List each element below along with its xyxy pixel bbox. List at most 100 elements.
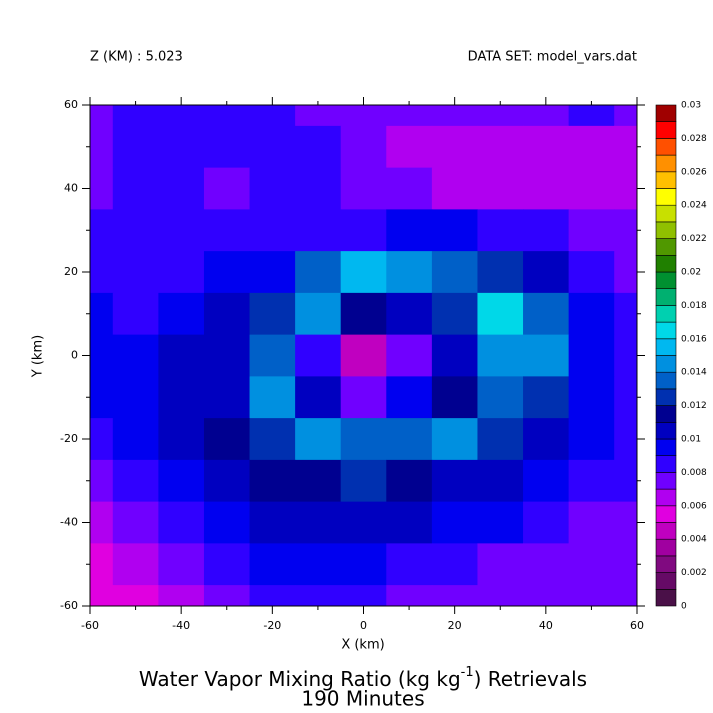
- colorbar-swatch: [655, 321, 677, 340]
- field-cell: [431, 585, 478, 607]
- field-cell: [249, 167, 296, 210]
- field-cell: [431, 334, 478, 377]
- field-cell: [295, 292, 342, 336]
- field-cell: [295, 418, 342, 461]
- colorbar-tick-label: 0.01: [681, 435, 701, 445]
- field-cell: [249, 418, 296, 461]
- field-cell: [249, 251, 296, 294]
- field-cell: [203, 543, 251, 586]
- x-tick-label: 20: [448, 619, 462, 632]
- field-cell: [614, 125, 638, 169]
- field-cell: [386, 209, 433, 252]
- field-cell: [112, 292, 159, 336]
- field-cell: [112, 543, 159, 586]
- colorbar-tick-label: 0.008: [681, 468, 707, 478]
- field-cell: [523, 292, 570, 336]
- field-cell: [431, 501, 478, 544]
- field-cell: [295, 251, 342, 294]
- field-cell: [477, 167, 524, 210]
- field-cell: [386, 418, 433, 461]
- field-cell: [568, 292, 615, 336]
- field-cell: [523, 167, 570, 210]
- colorbar-swatch: [655, 121, 677, 139]
- field-cell: [431, 251, 478, 294]
- colorbar-swatch: [655, 104, 677, 123]
- field-cell: [203, 501, 251, 544]
- x-tick-label: 60: [630, 619, 644, 632]
- field-cell: [249, 585, 296, 607]
- colorbar-tick-label: 0.004: [681, 535, 707, 545]
- y-tick-label: 60: [64, 98, 78, 111]
- field-cell: [249, 292, 296, 336]
- x-tick-label: -20: [263, 619, 281, 632]
- y-tick-label: 0: [71, 349, 78, 362]
- colorbar-swatch: [655, 371, 677, 390]
- axes: -60 -40 -20 0 20 40 60 -60 -40 -20 0 20 40 60: [60, 97, 645, 632]
- field-cell: [158, 251, 205, 294]
- field-cell: [523, 459, 570, 503]
- colorbar-swatch: [655, 204, 677, 223]
- field-cell: [158, 376, 205, 419]
- field-cell: [386, 585, 433, 607]
- field-cell: [523, 501, 570, 544]
- field-cell: [249, 125, 296, 169]
- colorbar-tick-label: 0.014: [681, 368, 707, 378]
- chart-title: Water Vapor Mixing Ratio (kg kg-1) Retri…: [139, 665, 587, 691]
- field-cell: [340, 105, 387, 127]
- field-cell: [568, 334, 615, 377]
- field-cell: [431, 105, 478, 127]
- field-cell: [614, 543, 638, 586]
- field-cell: [523, 418, 570, 461]
- field-cell: [568, 105, 615, 127]
- field-cell: [295, 105, 342, 127]
- colorbar-swatch: [655, 505, 677, 523]
- field-cell: [340, 543, 387, 586]
- colorbar-swatch: [655, 421, 677, 440]
- colorbar-swatch: [655, 572, 677, 590]
- field-cell: [568, 501, 615, 544]
- field-cell: [386, 543, 433, 586]
- field-cell: [90, 125, 114, 169]
- field-cell: [614, 251, 638, 294]
- field-cell: [431, 376, 478, 419]
- field-cell: [386, 125, 433, 169]
- field-cell: [90, 167, 114, 210]
- field-cell: [90, 209, 114, 252]
- field-cell: [90, 334, 114, 377]
- field-cell: [249, 501, 296, 544]
- field-cell: [523, 251, 570, 294]
- field-cell: [386, 292, 433, 336]
- field-cell: [477, 125, 524, 169]
- field-cell: [431, 292, 478, 336]
- field-cell: [386, 459, 433, 503]
- field-cell: [90, 376, 114, 419]
- field-cell: [386, 251, 433, 294]
- field-cell: [568, 167, 615, 210]
- x-tick-label: -40: [172, 619, 190, 632]
- field-cell: [90, 543, 114, 586]
- field-cell: [203, 459, 251, 503]
- field-cell: [477, 209, 524, 252]
- field-cell: [614, 585, 638, 607]
- field-cell: [158, 105, 205, 127]
- field-cell: [340, 292, 387, 336]
- field-cell: [203, 292, 251, 336]
- colorbar-tick-label: 0: [681, 602, 687, 612]
- field-cell: [523, 125, 570, 169]
- colorbar-tick-label: 0.018: [681, 301, 707, 311]
- field-cell: [203, 418, 251, 461]
- field-cell: [568, 125, 615, 169]
- field-cell: [295, 376, 342, 419]
- field-cell: [158, 125, 205, 169]
- colorbar-swatch: [655, 154, 677, 173]
- field-cell: [477, 334, 524, 377]
- colorbar-swatch: [655, 271, 677, 290]
- field-cell: [158, 167, 205, 210]
- field-cell: [523, 543, 570, 586]
- y-tick-label: 40: [64, 182, 78, 195]
- header-left: Z (KM) : 5.023: [90, 50, 183, 65]
- title-superscript: -1: [461, 665, 474, 680]
- field-cell: [386, 105, 433, 127]
- field-cell: [295, 209, 342, 252]
- field-cell: [340, 251, 387, 294]
